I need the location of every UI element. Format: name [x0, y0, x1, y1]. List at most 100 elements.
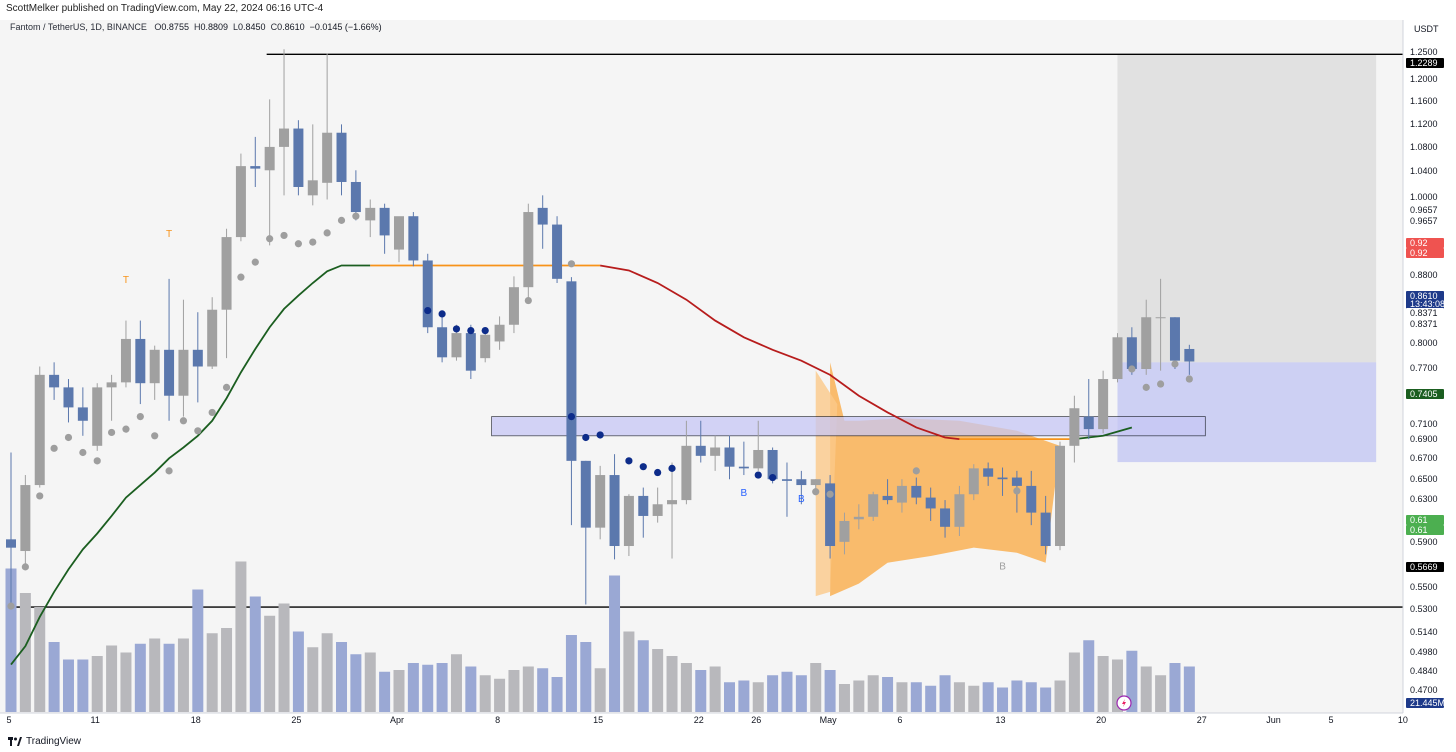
volume-bar	[580, 642, 592, 712]
volume-bar	[738, 680, 750, 712]
candle-body	[336, 132, 347, 182]
price-tag: 13:43:08	[1406, 299, 1445, 309]
volume-bar	[48, 642, 60, 712]
date-tick-label: 22	[694, 715, 704, 725]
price-tag: 0.5669	[1406, 562, 1444, 572]
price-tag: 0.8371	[1406, 319, 1444, 329]
signal-dot	[826, 490, 834, 498]
volume-bar	[292, 631, 304, 712]
brand-footer: TradingView	[8, 736, 81, 747]
candle-body	[738, 466, 749, 469]
signal-dot	[352, 212, 360, 220]
volume-bar	[551, 677, 563, 712]
signal-marker: B	[798, 494, 805, 505]
volume-bar	[19, 593, 31, 712]
date-tick-label: 5	[1329, 715, 1334, 725]
volume-bars-layer	[5, 561, 1195, 712]
volume-bar	[594, 668, 606, 712]
candle-body	[1184, 348, 1195, 362]
volume-bar	[680, 663, 692, 712]
high-value: 0.8809	[200, 22, 228, 32]
candle-body	[480, 334, 491, 359]
signal-dot	[79, 448, 87, 457]
signal-dot	[50, 444, 58, 452]
target-box-profit	[1117, 54, 1377, 363]
price-tag-background	[1406, 238, 1444, 248]
volume-bar	[235, 561, 247, 712]
price-tick-label: 0.6700	[1410, 453, 1438, 463]
date-tick-label: 5	[6, 715, 11, 725]
candle-body	[279, 128, 290, 147]
volume-bar	[810, 663, 822, 712]
signal-dot	[323, 229, 331, 237]
volume-bar	[91, 656, 103, 712]
price-tag-background	[1406, 58, 1444, 68]
candle-body	[868, 494, 879, 517]
signal-dot	[467, 326, 475, 335]
candle-body	[781, 479, 792, 481]
high-label: H	[193, 22, 201, 32]
volume-bar	[450, 654, 462, 712]
candle-body	[1011, 477, 1022, 486]
volume-bar	[77, 659, 89, 712]
signal-dot	[222, 383, 231, 391]
price-tick-label: 0.6900	[1410, 434, 1438, 444]
signal-dot	[251, 258, 259, 266]
volume-bar	[982, 682, 994, 712]
signal-dot	[668, 464, 676, 472]
signal-dot	[769, 473, 777, 482]
price-tag-label: 21.445M	[1410, 698, 1445, 708]
signal-dot	[524, 296, 532, 305]
price-tag: 0.8610	[1406, 291, 1444, 301]
price-tick-label: 1.0400	[1410, 166, 1438, 176]
signal-dot	[639, 463, 647, 471]
price-tag: 0.7405	[1406, 389, 1444, 399]
candle-body	[221, 237, 232, 310]
signal-dot	[237, 273, 245, 281]
candle-body	[6, 539, 16, 548]
candle-body	[997, 477, 1008, 480]
price-tag-background	[1406, 248, 1444, 258]
volume-bar	[1126, 650, 1138, 712]
volume-bar	[34, 607, 46, 712]
candle-body	[911, 485, 922, 498]
candle-body	[667, 500, 678, 505]
signal-dot	[151, 432, 159, 440]
change-value: −0.0145 (−1.66%)	[309, 22, 382, 32]
candle-body	[207, 309, 218, 367]
price-tick-label: 0.5500	[1410, 582, 1438, 592]
signal-dot	[21, 563, 29, 571]
candle-body	[322, 132, 333, 183]
signal-dot	[812, 488, 820, 496]
candle-body	[293, 128, 304, 187]
price-tick-label: 0.6500	[1410, 474, 1438, 484]
price-tag-label: 0.61	[1410, 515, 1428, 525]
price-tag-background	[1406, 515, 1444, 525]
volume-bar	[1183, 666, 1195, 712]
candle-body	[882, 495, 893, 501]
volume-bar	[767, 675, 779, 712]
cloud-layer	[491, 362, 1206, 597]
price-tag-label: 1.2289	[1410, 58, 1438, 68]
candle-body	[767, 449, 778, 480]
candle-body	[164, 349, 175, 396]
volume-bar	[925, 685, 937, 712]
price-tick-label: 0.8000	[1410, 338, 1438, 348]
volume-bar	[221, 628, 233, 712]
candle-body	[839, 520, 850, 542]
candle-body	[350, 181, 361, 213]
tradingview-logo-icon	[8, 737, 22, 746]
price-tag-label: 0.9657	[1410, 216, 1438, 226]
lightning-icon[interactable]	[1116, 695, 1132, 711]
candle-body	[34, 374, 45, 486]
price-tag-background	[1406, 205, 1444, 215]
candle-body	[49, 374, 60, 388]
date-tick-label: 15	[593, 715, 603, 725]
candle-body	[250, 166, 261, 169]
price-tag-background	[1406, 698, 1444, 708]
volume-bar	[350, 654, 362, 712]
price-tick-label: 1.0800	[1410, 142, 1438, 152]
signal-dot	[266, 235, 274, 243]
signal-dot	[136, 412, 144, 421]
